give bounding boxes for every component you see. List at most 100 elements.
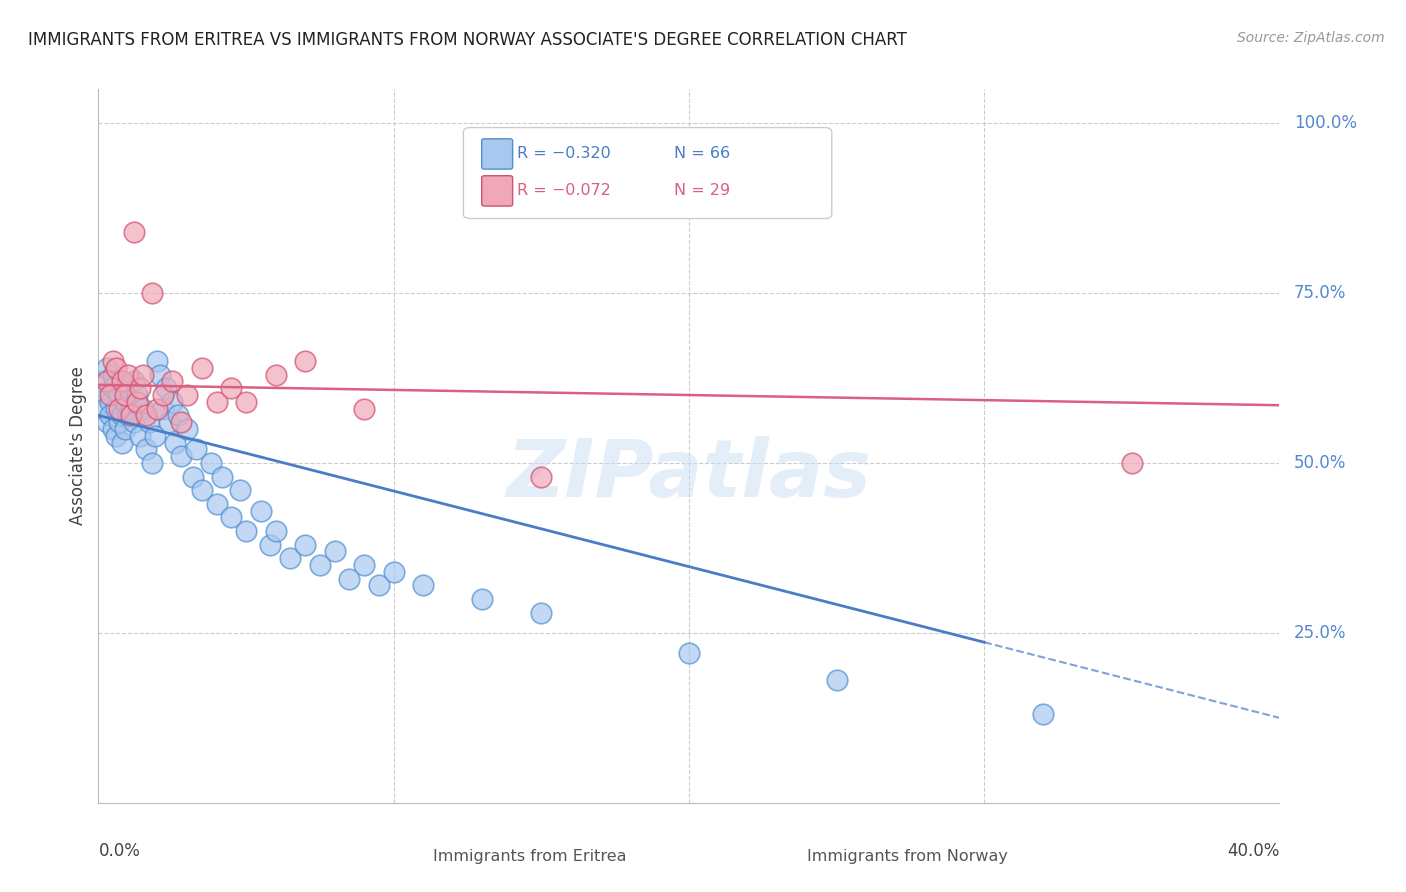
Point [382,565,405,579]
Text: 25.0%: 25.0% [1294,624,1346,642]
Point [264,368,287,382]
Point [219,510,242,524]
Point [353,558,375,572]
Point [111,409,134,423]
Point [135,409,157,423]
Point [128,429,150,443]
Text: 100.0%: 100.0% [1294,114,1357,132]
Point [105,401,128,416]
Point [294,354,316,368]
Point [155,381,177,395]
Point [108,388,131,402]
Text: Source: ZipAtlas.com: Source: ZipAtlas.com [1237,31,1385,45]
Point [96,360,118,375]
Point [167,409,190,423]
Point [103,368,125,382]
Text: 0.0%: 0.0% [98,842,141,860]
Point [323,544,346,558]
Point [96,415,118,429]
Point [98,388,121,402]
Text: 75.0%: 75.0% [1294,284,1346,302]
Point [143,429,166,443]
Point [108,401,131,416]
Point [122,415,145,429]
Point [191,483,214,498]
Point [152,401,174,416]
Point [368,578,391,592]
Point [138,415,160,429]
Point [162,375,183,389]
Point [141,286,163,301]
Point [162,394,183,409]
Point [114,388,136,402]
Point [108,415,131,429]
Point [125,394,148,409]
Point [117,381,139,395]
Point [114,422,136,436]
Point [103,422,125,436]
Point [117,409,139,423]
Point [93,401,115,416]
Point [146,354,169,368]
Point [235,524,257,538]
Point [229,483,252,498]
Point [117,368,139,382]
Point [122,225,145,239]
Point [152,388,174,402]
Point [181,469,204,483]
Point [278,551,302,566]
Point [135,442,157,457]
Point [211,469,233,483]
Point [170,415,193,429]
Point [530,469,553,483]
Point [105,429,128,443]
FancyBboxPatch shape [385,843,416,876]
Point [111,435,134,450]
Text: 50.0%: 50.0% [1294,454,1346,472]
Point [176,388,198,402]
Point [235,394,257,409]
Point [205,394,228,409]
Point [259,537,281,551]
Text: N = 66: N = 66 [675,146,731,161]
Text: ZIPatlas: ZIPatlas [506,435,872,514]
Point [1032,707,1054,722]
Point [90,375,112,389]
Point [264,524,287,538]
Point [337,572,360,586]
Point [93,388,115,402]
Point [146,401,169,416]
Point [103,381,125,395]
Point [120,409,142,423]
Point [294,537,316,551]
Text: 40.0%: 40.0% [1227,842,1279,860]
Text: IMMIGRANTS FROM ERITREA VS IMMIGRANTS FROM NORWAY ASSOCIATE'S DEGREE CORRELATION: IMMIGRANTS FROM ERITREA VS IMMIGRANTS FR… [28,31,907,49]
Point [825,673,848,688]
Point [165,435,187,450]
Point [530,606,553,620]
Point [149,368,172,382]
Point [309,558,332,572]
Point [1121,456,1143,470]
Point [128,381,150,395]
Point [141,456,163,470]
Point [191,360,214,375]
Text: R = −0.320: R = −0.320 [517,146,610,161]
Point [353,401,375,416]
Point [98,409,121,423]
Point [103,354,125,368]
Point [678,646,700,660]
Text: Immigrants from Norway: Immigrants from Norway [807,849,1008,863]
Point [125,388,148,402]
Y-axis label: Associate's Degree: Associate's Degree [69,367,87,525]
Point [157,415,180,429]
Point [132,368,155,382]
Point [114,394,136,409]
Point [200,456,222,470]
Point [105,360,128,375]
Point [250,503,273,517]
Point [412,578,434,592]
Point [471,591,494,606]
Point [205,497,228,511]
Point [219,381,242,395]
